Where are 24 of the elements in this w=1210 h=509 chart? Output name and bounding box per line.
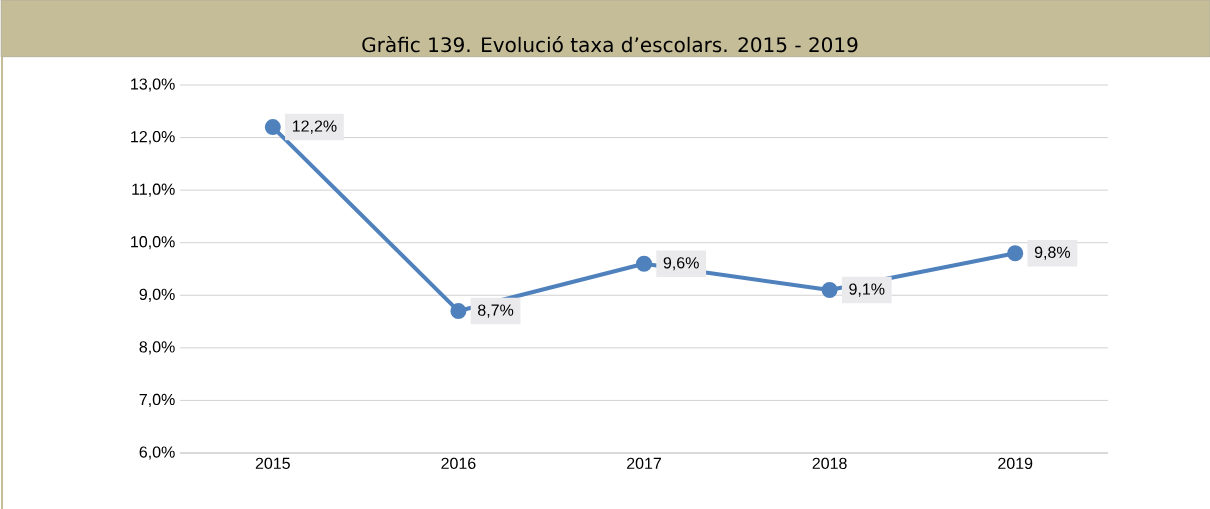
point — [1007, 245, 1024, 262]
point — [450, 303, 467, 320]
point — [264, 119, 281, 136]
y-tick-label: 10,0% — [131, 236, 175, 250]
y-tick-label: 11,0% — [132, 183, 175, 197]
y-tick-label: 13,0% — [131, 78, 175, 92]
point — [636, 255, 653, 272]
x-tick-label: 2016 — [441, 457, 476, 470]
x-tick-label: 2018 — [812, 457, 847, 470]
data-label: 12,2% — [292, 120, 337, 134]
x-tick-label: 2017 — [627, 457, 661, 470]
data-label: 9,6% — [663, 257, 699, 271]
point — [821, 282, 838, 299]
x-tick-label: 2019 — [998, 457, 1033, 470]
x-tick-label: 2015 — [255, 457, 290, 470]
y-tick-label: 6,0% — [139, 446, 175, 460]
y-tick-label: 9,0% — [139, 288, 175, 302]
y-tick-label: 8,0% — [139, 341, 175, 355]
y-tick-label: 12,0% — [131, 130, 175, 145]
data-label: 9,8% — [1034, 246, 1071, 260]
data-label: 9,1% — [849, 283, 885, 297]
data-label: 8,7% — [478, 304, 514, 318]
chart-title: Gràfic 139. Evolució taxa d’escolars. 2015 - 2019 — [362, 36, 858, 53]
y-tick-label: 7,0% — [139, 393, 175, 408]
